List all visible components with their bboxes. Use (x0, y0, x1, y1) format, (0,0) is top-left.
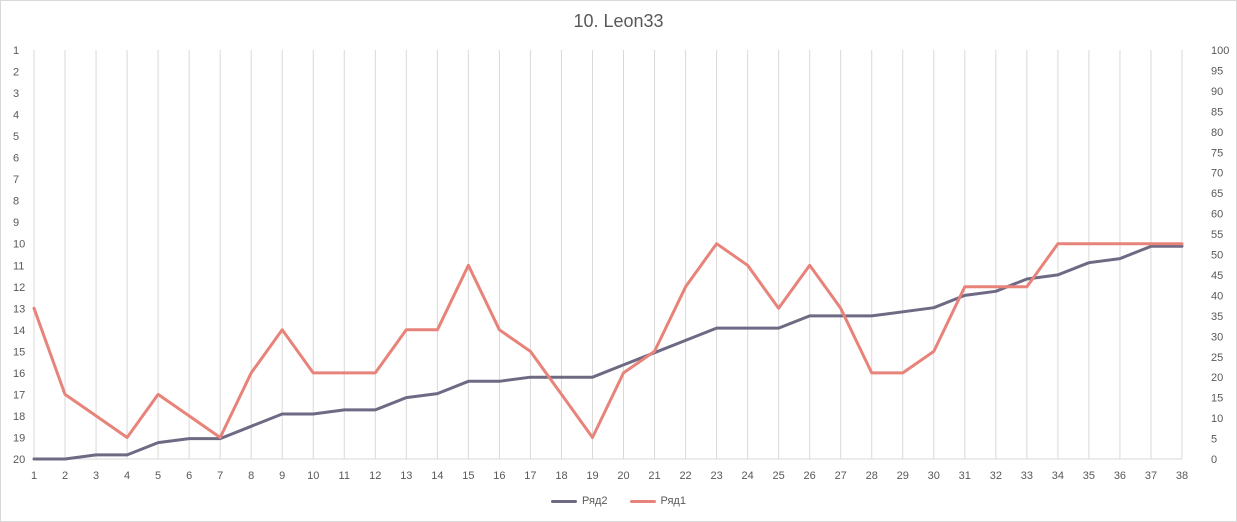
left-y-tick-label: 19 (13, 432, 25, 444)
x-tick-label: 10 (307, 470, 319, 482)
left-y-tick-label: 3 (13, 88, 19, 100)
right-y-tick-label: 95 (1211, 65, 1223, 77)
left-y-tick-label: 8 (13, 196, 19, 208)
x-tick-label: 15 (462, 470, 474, 482)
right-y-tick-label: 85 (1211, 106, 1223, 118)
x-tick-label: 18 (555, 470, 567, 482)
x-tick-label: 14 (431, 470, 443, 482)
right-y-tick-label: 10 (1211, 413, 1223, 425)
left-y-tick-label: 2 (13, 67, 19, 79)
right-y-tick-label: 100 (1211, 45, 1229, 57)
x-tick-label: 17 (524, 470, 536, 482)
x-tick-label: 19 (586, 470, 598, 482)
x-tick-label: 11 (339, 470, 350, 482)
x-tick-label: 26 (804, 470, 816, 482)
left-y-tick-label: 12 (13, 282, 25, 294)
x-tick-label: 32 (990, 470, 1002, 482)
right-y-tick-label: 35 (1211, 311, 1223, 323)
right-y-tick-label: 80 (1211, 127, 1223, 139)
legend-item-series2: Ряд2 (551, 495, 608, 507)
left-y-tick-label: 10 (13, 239, 25, 251)
x-tick-label: 22 (679, 470, 691, 482)
x-tick-label: 23 (710, 470, 722, 482)
right-y-tick-label: 90 (1211, 86, 1223, 98)
left-y-tick-label: 17 (13, 389, 25, 401)
x-tick-label: 27 (835, 470, 847, 482)
left-y-tick-label: 18 (13, 411, 25, 423)
x-tick-label: 38 (1176, 470, 1188, 482)
right-y-tick-label: 40 (1211, 290, 1223, 302)
x-tick-label: 37 (1145, 470, 1157, 482)
right-y-tick-label: 70 (1211, 168, 1223, 180)
x-tick-label: 36 (1114, 470, 1126, 482)
x-tick-label: 30 (928, 470, 940, 482)
series-line-ryad1 (32, 242, 1184, 439)
right-y-tick-label: 20 (1211, 372, 1223, 384)
x-tick-label: 3 (93, 470, 99, 482)
chart-title: 10. Leon33 (573, 11, 664, 31)
x-tick-label: 9 (279, 470, 285, 482)
left-y-tick-label: 9 (13, 217, 19, 229)
x-tick-label: 13 (400, 470, 412, 482)
x-tick-label: 35 (1083, 470, 1095, 482)
x-tick-label: 20 (617, 470, 629, 482)
legend-item-series1: Ряд1 (629, 495, 686, 507)
x-tick-label: 16 (493, 470, 505, 482)
right-y-tick-label: 60 (1211, 209, 1223, 221)
right-y-tick-label: 5 (1211, 434, 1217, 446)
legend-swatch (629, 499, 656, 503)
x-tick-label: 31 (959, 470, 971, 482)
x-tick-label: 21 (648, 470, 660, 482)
x-tick-label: 29 (897, 470, 909, 482)
left-y-tick-label: 4 (13, 110, 19, 122)
x-tick-label: 4 (124, 470, 130, 482)
right-y-tick-label: 50 (1211, 250, 1223, 262)
left-y-tick-label: 5 (13, 131, 19, 143)
right-y-tick-label: 45 (1211, 270, 1223, 282)
chart-legend: Ряд2 Ряд1 (1, 495, 1236, 507)
left-y-tick-label: 16 (13, 368, 25, 380)
x-tick-label: 5 (155, 470, 161, 482)
x-tick-label: 7 (217, 470, 223, 482)
left-y-tick-label: 11 (13, 260, 24, 272)
x-tick-label: 34 (1052, 470, 1064, 482)
left-y-tick-label: 13 (13, 303, 25, 315)
x-tick-label: 25 (773, 470, 785, 482)
legend-label: Ряд2 (582, 495, 608, 507)
x-tick-label: 6 (186, 470, 192, 482)
right-y-tick-label: 0 (1211, 454, 1217, 466)
series-line-ryad2 (32, 244, 1184, 461)
left-y-tick-label: 6 (13, 153, 19, 165)
left-y-tick-label: 15 (13, 346, 25, 358)
right-y-tick-label: 75 (1211, 147, 1223, 159)
right-y-tick-label: 30 (1211, 331, 1223, 343)
left-y-tick-label: 20 (13, 454, 25, 466)
right-y-tick-label: 55 (1211, 229, 1223, 241)
x-tick-label: 12 (369, 470, 381, 482)
left-y-tick-label: 1 (13, 45, 19, 57)
x-tick-label: 24 (741, 470, 753, 482)
x-tick-label: 28 (866, 470, 878, 482)
right-y-tick-label: 25 (1211, 352, 1223, 364)
right-y-tick-label: 15 (1211, 393, 1223, 405)
x-tick-label: 33 (1021, 470, 1033, 482)
legend-swatch (551, 499, 578, 503)
x-tick-label: 2 (62, 470, 68, 482)
legend-label: Ряд1 (660, 495, 686, 507)
right-y-tick-label: 65 (1211, 188, 1223, 200)
x-tick-label: 1 (31, 470, 37, 482)
left-y-tick-label: 14 (13, 325, 25, 337)
x-tick-label: 8 (248, 470, 254, 482)
left-y-tick-label: 7 (13, 174, 19, 186)
